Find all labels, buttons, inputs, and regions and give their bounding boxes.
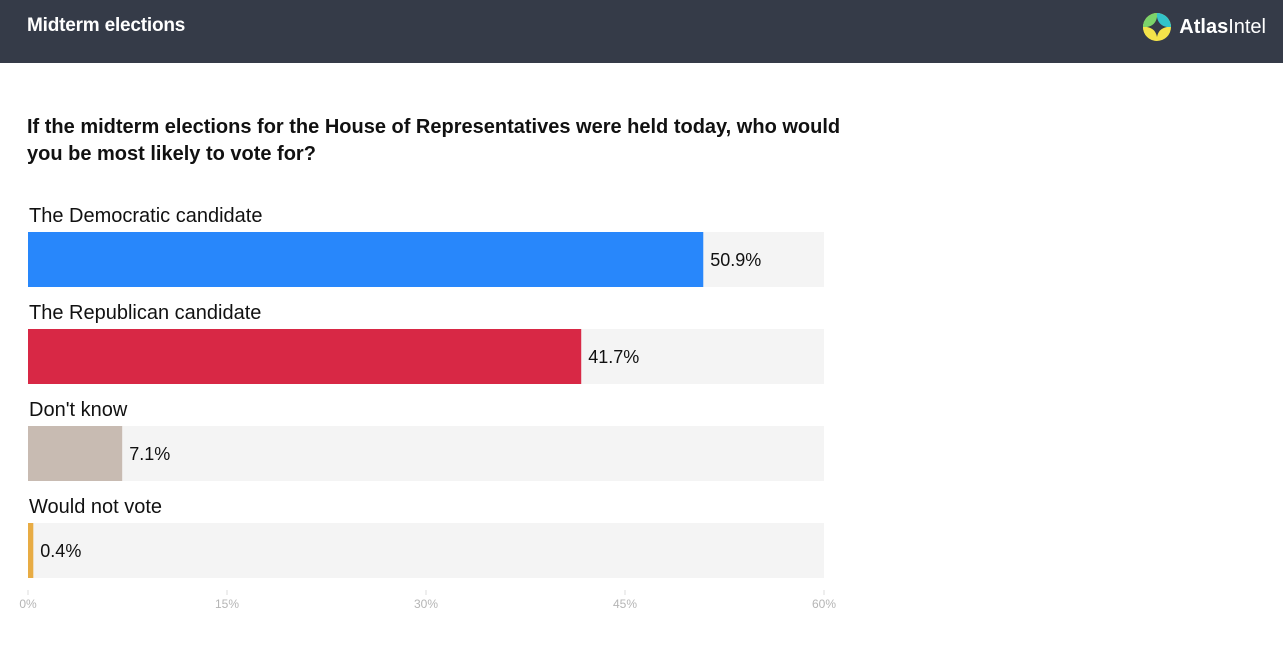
x-tick-label: 60% (812, 597, 836, 611)
bar-track (28, 523, 824, 578)
bar-category-label: Would not vote (29, 496, 162, 518)
bar (28, 523, 34, 578)
bar-category-label: Don't know (29, 399, 128, 421)
chart-question: If the midterm elections for the House o… (27, 116, 841, 165)
header-bar: Midterm elections AtlasIntel (0, 0, 1283, 63)
x-tick-label: 45% (613, 597, 637, 611)
bar-track (28, 426, 824, 481)
bar-value-label: 50.9% (710, 250, 761, 270)
bar (28, 329, 582, 384)
brand: AtlasIntel (1142, 12, 1266, 42)
bar (28, 232, 704, 287)
bar-value-label: 0.4% (40, 541, 81, 561)
x-tick-label: 30% (414, 597, 438, 611)
bar (28, 426, 123, 481)
page-title: Midterm elections (27, 15, 186, 36)
bar-value-label: 7.1% (129, 444, 170, 464)
brand-name: AtlasIntel (1179, 15, 1266, 38)
x-tick-label: 0% (19, 597, 37, 611)
bar-category-label: The Democratic candidate (29, 205, 262, 227)
bar-value-label: 41.7% (588, 347, 639, 367)
x-tick-label: 15% (215, 597, 239, 611)
bar-category-label: The Republican candidate (29, 302, 261, 324)
atlasintel-logo-icon (1143, 13, 1172, 41)
